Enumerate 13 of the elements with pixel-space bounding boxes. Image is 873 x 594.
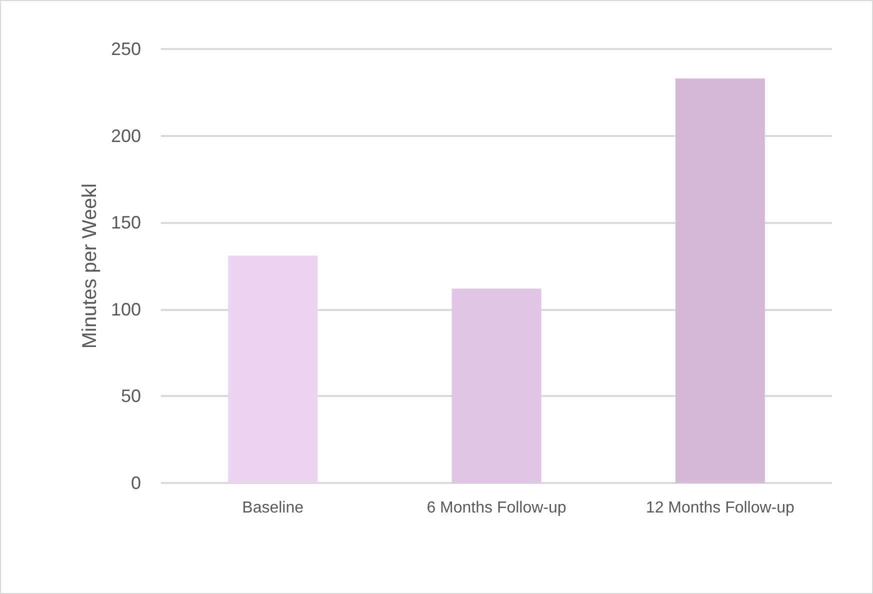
x-tick-label: 6 Months Follow-up <box>426 500 566 516</box>
x-tick-label: 12 Months Follow-up <box>646 500 795 516</box>
y-tick-label: 150 <box>110 212 141 233</box>
y-tick-label: 100 <box>110 299 141 320</box>
y-tick-label: 0 <box>130 473 141 493</box>
y-tick-label: 250 <box>110 39 141 59</box>
bar <box>228 256 318 483</box>
bar <box>675 78 765 483</box>
y-tick-label: 200 <box>110 126 141 146</box>
x-tick-label: Baseline <box>242 500 304 516</box>
y-axis-title: Minutes per Weekl <box>79 183 102 349</box>
y-tick-label: 50 <box>120 386 141 406</box>
bar <box>452 288 542 483</box>
